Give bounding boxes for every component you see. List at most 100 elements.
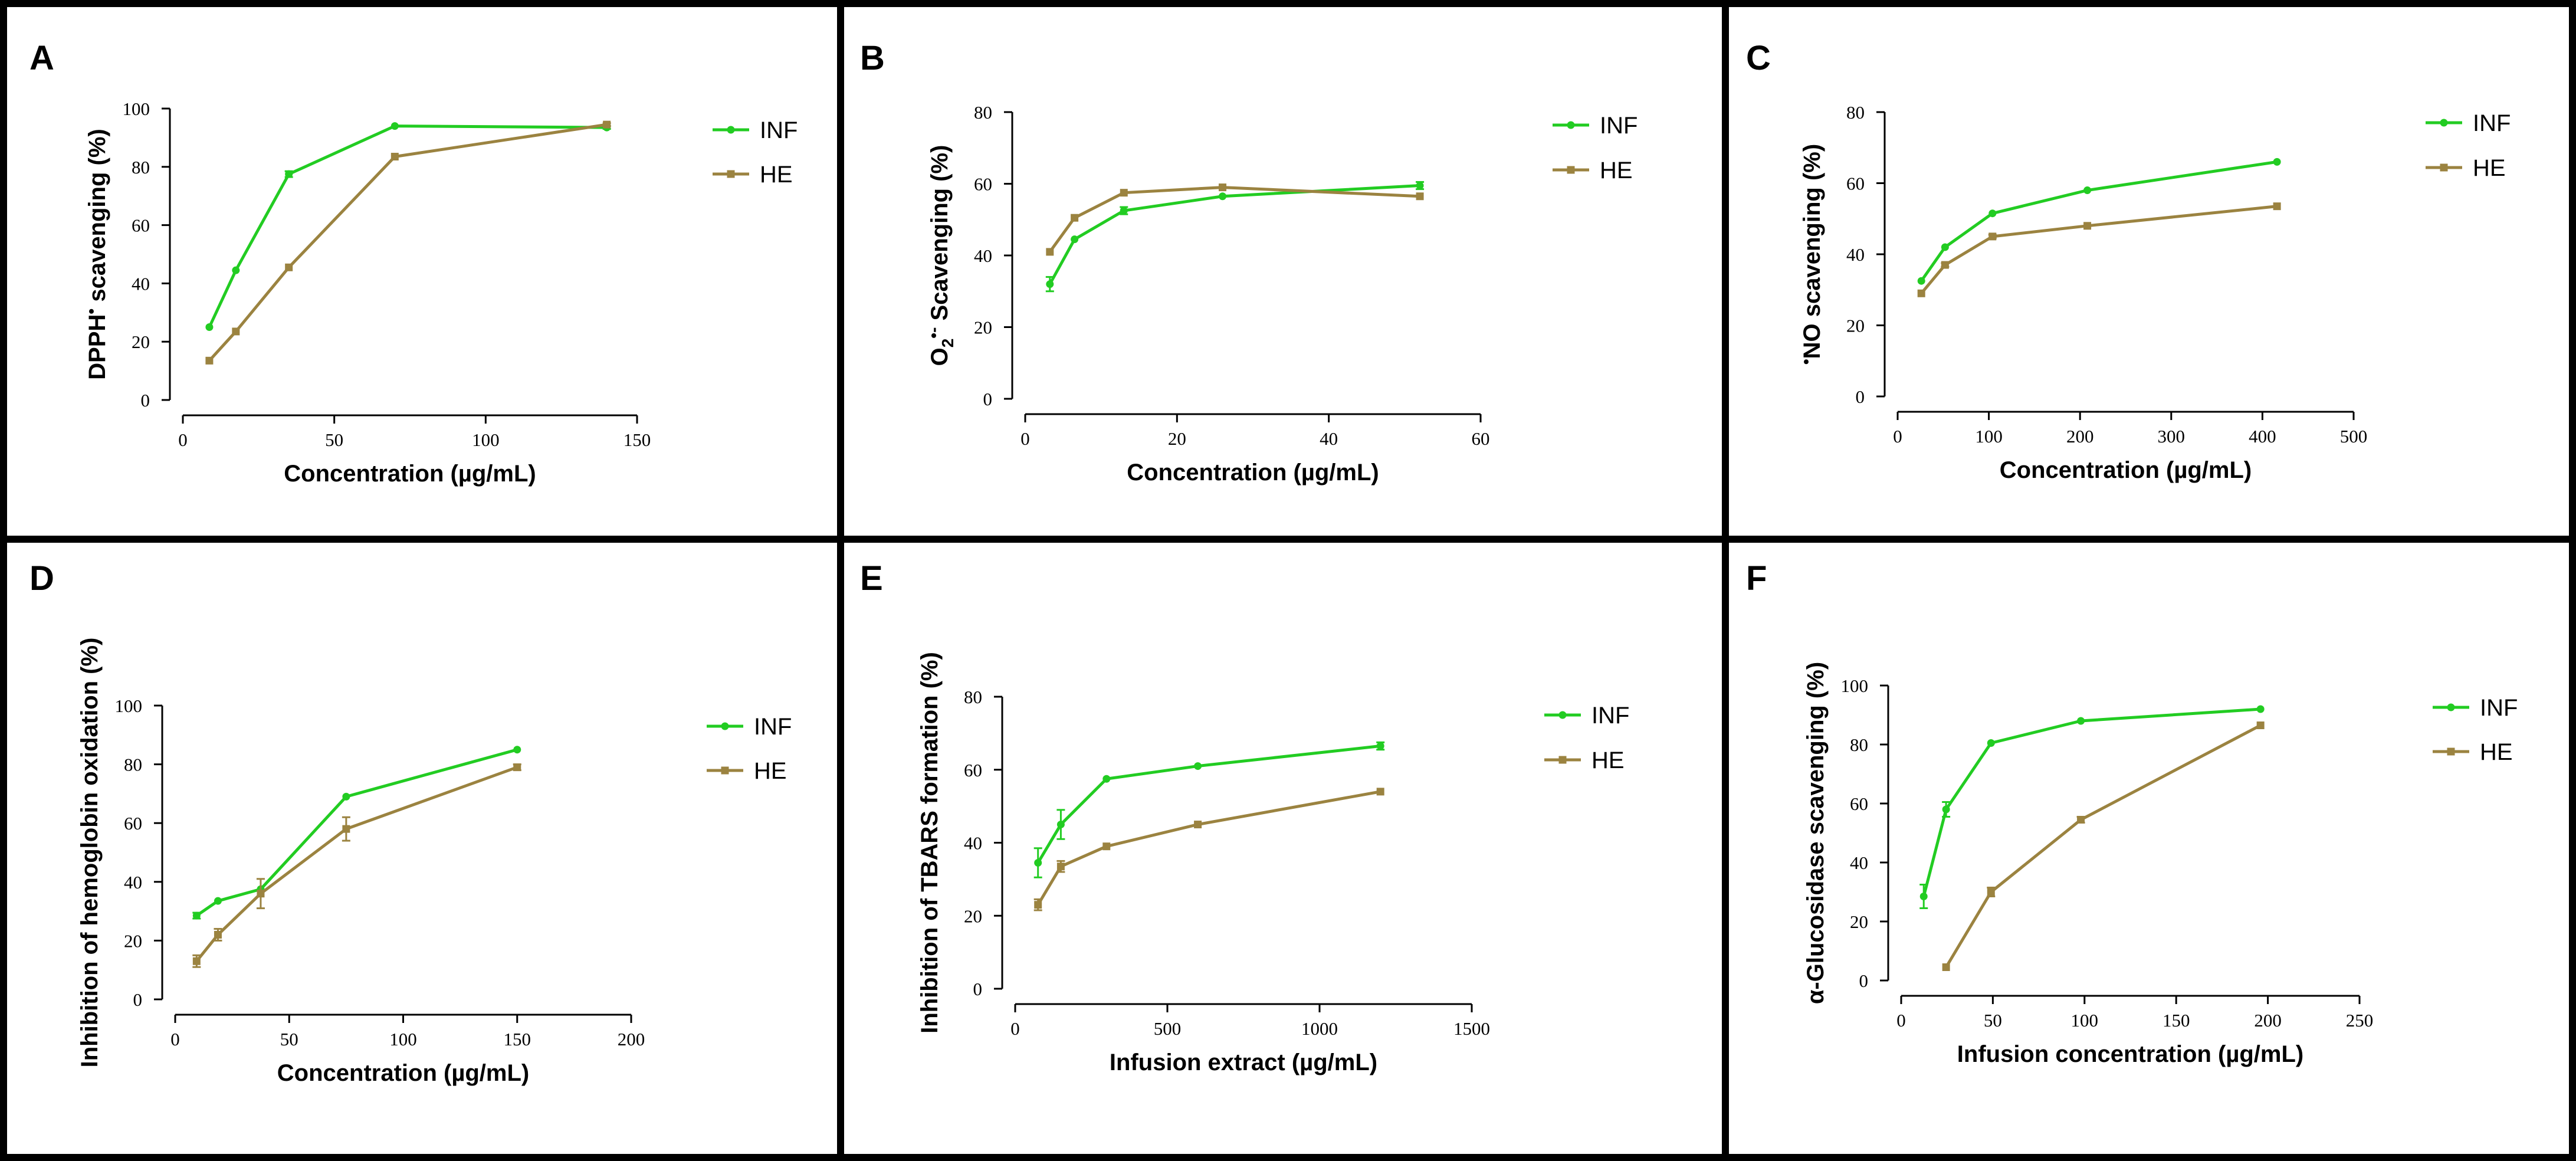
y-tick-label: 0 [133,989,143,1010]
data-point [1987,888,1995,896]
legend-marker [1558,711,1567,719]
x-tick-label: 200 [618,1029,645,1050]
y-axis-label: α-Glucosidase scavenging (%) [1803,662,1829,1004]
data-point [2256,721,2265,729]
legend-item-inf: INF [707,714,792,740]
series-he [1033,788,1384,911]
legend: INF HE [1553,113,1638,183]
series-he [192,763,521,968]
data-point [192,911,201,920]
legend: INF HE [2433,695,2518,765]
legend-marker [2447,703,2455,711]
y-tick-label: 80 [124,755,142,775]
panel-letter: E [860,559,883,598]
data-point [603,120,611,129]
panel-letter: F [1746,559,1767,598]
y-tick-label: 60 [1846,173,1865,194]
x-tick-label: 50 [1984,1010,2002,1031]
y-tick-label: 80 [132,157,150,178]
legend-label: INF [754,714,792,740]
data-point [1071,235,1079,244]
y-tick-label: 80 [1846,102,1865,123]
series-he [1046,183,1424,256]
legend-marker [1567,121,1575,129]
x-tick-label: 100 [472,429,500,450]
legend-item-he: HE [2426,155,2506,181]
panel-d: D 0 20 40 60 80 100 0 50 100 150 200 Concentration (… [29,559,792,1086]
panel-letter: C [1746,39,1771,77]
x-tick-label: 500 [1154,1018,1182,1039]
data-point [513,746,521,754]
y-tick-label: 20 [974,317,992,338]
data-point [205,323,214,331]
legend-marker [1558,756,1567,764]
legend: INF HE [1544,703,1629,773]
panel-letter: B [860,39,885,77]
data-point [1988,232,1997,241]
y-axis-label-part: α-Glucosidase scavenging (%) [1803,662,1829,1004]
legend-label: HE [2473,155,2506,181]
data-point [2256,705,2265,713]
legend-label: HE [1591,747,1625,773]
x-tick-label: 0 [1010,1018,1020,1039]
data-point [2273,158,2281,166]
data-point [342,792,350,801]
legend-label: HE [2480,739,2513,765]
y-tick-label: 100 [123,99,150,119]
y-tick-label: 40 [124,872,142,893]
legend-item-inf: INF [2426,110,2511,136]
y-tick-label: 80 [1850,734,1868,755]
y-axis-label-part: NO scavenging (%) [1799,144,1825,359]
y-axis-label-part: DPPH [84,314,110,380]
legend-item-he: HE [2433,739,2513,765]
data-point [232,327,240,336]
data-point [1917,289,1925,297]
data-point [1034,901,1042,909]
x-tick-label: 100 [1975,426,2003,447]
y-axis-label-part: Scavenging (%) [927,145,953,327]
y-tick-label: 80 [964,687,982,707]
y-axis-label: Inhibition of TBARS formation (%) [917,652,943,1034]
data-point [2077,717,2085,725]
data-point [1194,821,1202,829]
legend: INF HE [2426,110,2511,181]
data-point [257,890,265,898]
data-point [2083,222,2092,230]
data-point [1120,189,1128,197]
panel-a: A 0 20 40 60 80 100 0 50 100 150 Concentration (µg/… [29,39,798,487]
data-point [1942,805,1950,814]
series-he [1917,202,2281,297]
data-point [1941,261,1949,269]
data-point [1120,206,1128,215]
data-point [1194,762,1202,770]
data-point [2083,186,2092,195]
legend-marker [2447,747,2455,756]
data-point [1056,862,1065,871]
x-tick-label: 100 [2071,1010,2099,1031]
legend-label: INF [1591,703,1629,729]
panel-b: B 0 20 40 60 80 0 20 40 60 Concentration (µg/mL) O2… [860,39,1638,486]
y-tick-label: 0 [141,390,150,411]
data-point [1034,859,1042,867]
legend-marker [721,722,729,730]
y-axis-label-part: 2 [938,339,957,348]
panel-e: E 0 20 40 60 80 0 500 1000 1500 Infusion extract (… [860,559,1629,1075]
y-axis-label: Inhibition of hemoglobin oxidation (%) [77,638,103,1068]
y-tick-label: 60 [132,215,150,236]
y-tick-label: 20 [132,332,150,352]
y-tick-label: 60 [1850,793,1868,814]
x-tick-label: 150 [504,1029,531,1050]
data-point [513,763,521,772]
series-inf [1033,741,1385,878]
y-axis-label: DPPH• scavenging (%) [82,129,110,379]
data-point [390,122,399,130]
x-tick-label: 0 [170,1029,180,1050]
x-tick-label: 0 [1896,1010,1906,1031]
legend-item-inf: INF [713,117,798,143]
series-inf [1919,705,2265,909]
series-inf [1917,158,2281,285]
legend: INF HE [713,117,798,188]
